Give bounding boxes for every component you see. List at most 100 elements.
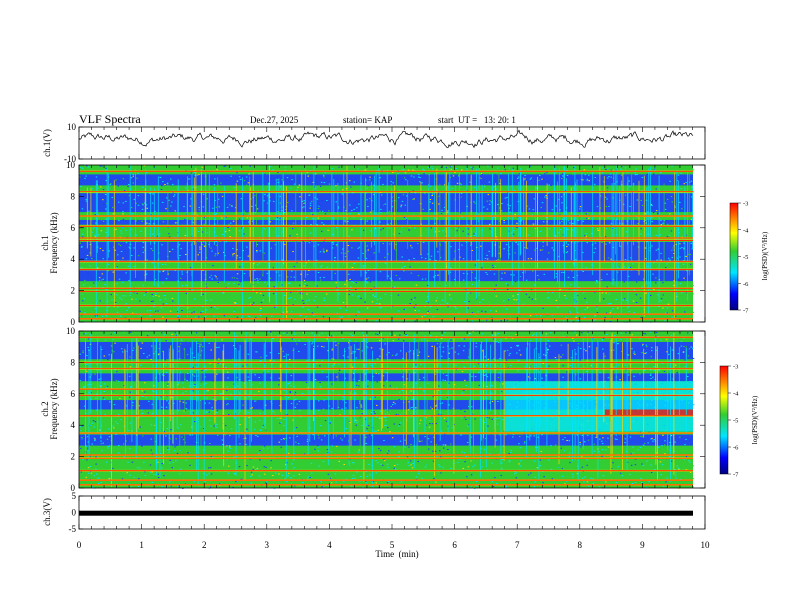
ch1-spectrogram-speckle <box>158 235 161 237</box>
ch2-spectrogram-speckle <box>180 453 183 455</box>
ch2-spectrogram-speckle <box>506 349 509 351</box>
ch2-spectrogram-speckle <box>613 335 616 337</box>
ch2-spectrogram-speckle <box>261 426 264 428</box>
ch1-spectrogram-speckle <box>458 203 460 205</box>
ch1-spectrogram-speckle <box>636 286 638 288</box>
ch2-spectrogram-speckle <box>496 418 498 420</box>
ch1-spectrogram-speckle <box>644 213 647 215</box>
ch1-spectrogram-speckle <box>401 168 403 170</box>
ch2-spectrogram-speckle <box>113 427 115 429</box>
ch1-spectrogram-speckle <box>349 204 351 206</box>
ch2-spectrogram-speckle <box>322 352 324 354</box>
ch1-spectrogram-speckle <box>352 216 355 218</box>
ch1-spectrogram-speckle <box>205 283 207 285</box>
ch2-spectrogram-speckle <box>129 486 131 488</box>
ch1-spectrogram-speckle <box>292 304 294 306</box>
ch1-spectrogram-speckle <box>185 254 187 255</box>
ch1-spectrogram-speckle <box>651 204 653 206</box>
ch1-spectrogram-speckle <box>231 277 234 279</box>
ch2-spectrogram-speckle <box>161 486 163 488</box>
ch2-spectrogram-speckle <box>431 408 434 410</box>
ch1-spectrogram-speckle <box>557 306 559 308</box>
ch1-spectrogram-speckle <box>125 229 127 231</box>
ch2-spectrogram-speckle <box>444 331 446 333</box>
ch1-spectrogram-speckle <box>152 300 154 302</box>
ch1-spectrogram-speckle <box>618 310 621 311</box>
ch2-spectrogram-speckle <box>116 423 119 425</box>
ch1-spectrogram-speckle <box>434 231 437 233</box>
ch1-spectrogram-speckle <box>438 269 440 271</box>
ch2-spectrogram-speckle <box>295 441 297 443</box>
ch2-spectrogram-speckle <box>355 357 358 359</box>
ch2-spectrogram-speckle <box>228 414 230 415</box>
ch1-spectrogram-speckle <box>451 265 454 266</box>
ch1-spectrogram-speckle <box>326 200 328 201</box>
ch1-spectrogram-speckle <box>300 172 302 174</box>
ch1-spectrogram-speckle <box>191 312 193 314</box>
ch1-spectrogram-speckle <box>345 306 347 308</box>
ch2-spectrogram-speckle <box>133 334 135 336</box>
ch2-spectrogram-speckle <box>542 363 545 364</box>
ch2-spectrogram-speckle <box>469 333 472 335</box>
ch2-spectrogram-speckle <box>338 363 340 365</box>
ch1-spectrogram-speckle <box>566 251 569 252</box>
ch2-spectrogram-speckle <box>375 460 377 462</box>
ch1-spectrogram-speckle <box>145 291 147 293</box>
ch2-spectrogram-speckle <box>400 481 403 483</box>
ch1-spectrogram-speckle <box>622 299 624 301</box>
ch1-spectrogram-speckle <box>417 275 420 277</box>
ch2-spectrogram-speckle <box>539 459 542 461</box>
ch1-spectrogram-speckle <box>646 266 649 268</box>
ch2-spectrogram-speckle <box>222 444 224 445</box>
ch2-spectrogram-speckle <box>137 485 140 487</box>
ch1-spectrogram-speckle <box>204 245 206 247</box>
ch2-spectrogram-speckle <box>641 436 644 438</box>
ch1-spectrogram-speckle <box>610 280 612 282</box>
ch1-spectrogram-speckle <box>683 242 685 244</box>
ch2-spectrogram-speckle <box>298 473 301 475</box>
ch1-spectrogram-speckle <box>174 311 176 313</box>
ch2-spectrogram-speckle <box>186 354 189 356</box>
ch1-spectrogram-speckle <box>184 187 187 189</box>
ch2-spectrogram-speckle <box>484 464 486 466</box>
ch1-spectrogram-speckle <box>450 246 452 248</box>
ch1-spectrogram-speckle <box>424 258 427 260</box>
ch2-spectrogram-speckle <box>161 332 163 334</box>
ch2-spectrogram-speckle <box>676 372 678 374</box>
ch1-spectrogram-speckle <box>214 255 216 257</box>
ch2-spectrogram-speckle <box>153 362 155 364</box>
ch1-spectrogram-speckle <box>653 173 655 175</box>
ch1-spectrogram-speckle <box>454 250 456 252</box>
ch1-spectrogram-speckle <box>160 307 163 309</box>
ch1-spectrogram-speckle <box>621 174 623 176</box>
ch1-spectrogram-speckle <box>123 258 126 259</box>
ch1-spectrogram-speckle <box>142 241 145 243</box>
ch2-spectrogram-speckle <box>304 344 306 345</box>
ch1-spectrogram-speckle <box>143 294 145 296</box>
ch2-spectrogram-speckle <box>116 371 118 373</box>
ch2-spectrogram-speckle <box>640 477 642 479</box>
ch2-spectrogram-speckle <box>302 482 304 484</box>
ch1-spectrogram-speckle <box>116 266 118 268</box>
ch1-spectrogram-speckle <box>515 241 518 243</box>
ch2-spectrogram-speckle <box>643 345 645 346</box>
ch1-spectrogram-speckle <box>254 212 257 214</box>
ch1-spectrogram-speckle <box>156 235 159 237</box>
ch1-spectrogram-speckle <box>151 233 154 235</box>
ch1-spectrogram-speckle <box>378 277 381 279</box>
ch2-spectrogram-speckle <box>129 422 131 424</box>
ch1-spectrogram-speckle <box>116 306 119 308</box>
ch1-spectrogram-speckle <box>487 227 490 228</box>
ch2-spectrogram-speckle <box>407 462 409 464</box>
ch2-spectrogram-speckle <box>315 420 317 422</box>
ch1-spectrogram-speckle <box>594 177 597 178</box>
ch1-spectrogram-speckle <box>241 227 243 229</box>
ch1-spectrogram-speckle <box>496 307 498 309</box>
ch1-spectrogram-speckle <box>164 295 166 296</box>
ch1-spectrogram-speckle <box>582 271 584 272</box>
ch1-spectrogram-speckle <box>326 266 329 268</box>
ch2-spectrogram-speckle <box>205 474 208 476</box>
ch2-spectrogram-speckle <box>306 441 309 442</box>
ch1-spectrogram-speckle <box>365 257 368 259</box>
ch2-spectrogram-speckle <box>238 378 241 380</box>
